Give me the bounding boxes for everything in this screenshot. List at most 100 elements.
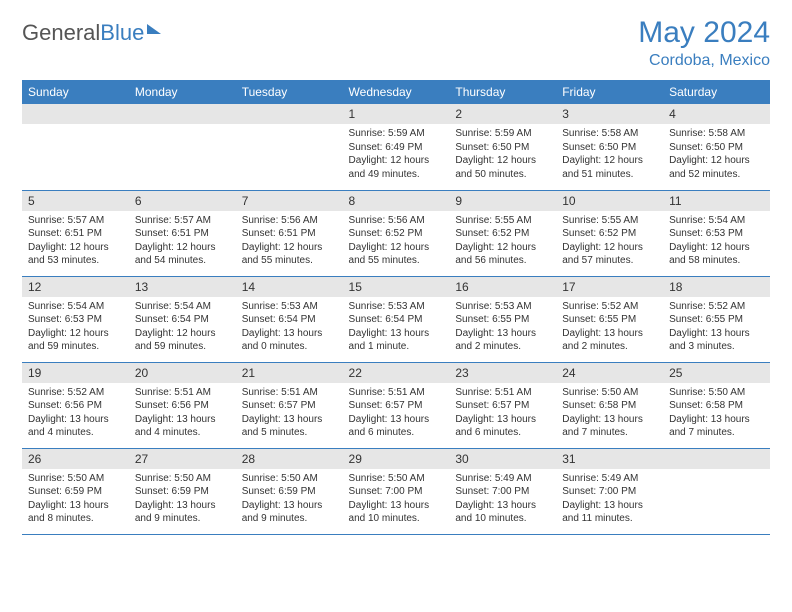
- day-number: 3: [556, 104, 663, 124]
- sunrise-line: Sunrise: 5:59 AM: [455, 127, 550, 141]
- calendar-day: 15Sunrise: 5:53 AMSunset: 6:54 PMDayligh…: [343, 276, 450, 362]
- daylight-line: Daylight: 12 hours and 59 minutes.: [28, 327, 123, 354]
- day-number: 8: [343, 191, 450, 211]
- day-details: Sunrise: 5:54 AMSunset: 6:54 PMDaylight:…: [129, 297, 236, 358]
- daylight-line: Daylight: 13 hours and 4 minutes.: [135, 413, 230, 440]
- day-details: Sunrise: 5:50 AMSunset: 6:58 PMDaylight:…: [663, 383, 770, 444]
- daylight-line: Daylight: 13 hours and 2 minutes.: [455, 327, 550, 354]
- sunrise-line: Sunrise: 5:57 AM: [28, 214, 123, 228]
- sunset-line: Sunset: 6:51 PM: [28, 227, 123, 241]
- empty-day: [663, 449, 770, 469]
- sunset-line: Sunset: 6:56 PM: [28, 399, 123, 413]
- sunrise-line: Sunrise: 5:55 AM: [455, 214, 550, 228]
- sunrise-line: Sunrise: 5:53 AM: [349, 300, 444, 314]
- day-details: Sunrise: 5:56 AMSunset: 6:52 PMDaylight:…: [343, 211, 450, 272]
- calendar-day: 27Sunrise: 5:50 AMSunset: 6:59 PMDayligh…: [129, 448, 236, 534]
- day-number: 31: [556, 449, 663, 469]
- daylight-line: Daylight: 13 hours and 10 minutes.: [455, 499, 550, 526]
- day-number: 6: [129, 191, 236, 211]
- day-details: Sunrise: 5:54 AMSunset: 6:53 PMDaylight:…: [663, 211, 770, 272]
- sunrise-line: Sunrise: 5:55 AM: [562, 214, 657, 228]
- day-details: Sunrise: 5:58 AMSunset: 6:50 PMDaylight:…: [556, 124, 663, 185]
- month-title: May 2024: [638, 16, 770, 50]
- calendar-day: 24Sunrise: 5:50 AMSunset: 6:58 PMDayligh…: [556, 362, 663, 448]
- day-number: 5: [22, 191, 129, 211]
- day-details: Sunrise: 5:52 AMSunset: 6:56 PMDaylight:…: [22, 383, 129, 444]
- daylight-line: Daylight: 12 hours and 50 minutes.: [455, 154, 550, 181]
- sunrise-line: Sunrise: 5:54 AM: [28, 300, 123, 314]
- day-header: Tuesday: [236, 80, 343, 104]
- sunrise-line: Sunrise: 5:57 AM: [135, 214, 230, 228]
- day-details: Sunrise: 5:56 AMSunset: 6:51 PMDaylight:…: [236, 211, 343, 272]
- daylight-line: Daylight: 13 hours and 9 minutes.: [135, 499, 230, 526]
- sunrise-line: Sunrise: 5:53 AM: [242, 300, 337, 314]
- calendar-day: 14Sunrise: 5:53 AMSunset: 6:54 PMDayligh…: [236, 276, 343, 362]
- daylight-line: Daylight: 13 hours and 1 minute.: [349, 327, 444, 354]
- calendar-day: 3Sunrise: 5:58 AMSunset: 6:50 PMDaylight…: [556, 104, 663, 190]
- sunrise-line: Sunrise: 5:49 AM: [562, 472, 657, 486]
- daylight-line: Daylight: 13 hours and 2 minutes.: [562, 327, 657, 354]
- calendar-day: 12Sunrise: 5:54 AMSunset: 6:53 PMDayligh…: [22, 276, 129, 362]
- logo-part2: Blue: [100, 20, 144, 45]
- header: GeneralBlue May 2024 Cordoba, Mexico: [22, 16, 770, 70]
- day-number: 7: [236, 191, 343, 211]
- sunset-line: Sunset: 6:57 PM: [349, 399, 444, 413]
- daylight-line: Daylight: 12 hours and 54 minutes.: [135, 241, 230, 268]
- day-header: Wednesday: [343, 80, 450, 104]
- day-details: Sunrise: 5:49 AMSunset: 7:00 PMDaylight:…: [449, 469, 556, 530]
- day-details: Sunrise: 5:52 AMSunset: 6:55 PMDaylight:…: [663, 297, 770, 358]
- calendar-day: 26Sunrise: 5:50 AMSunset: 6:59 PMDayligh…: [22, 448, 129, 534]
- day-number: 23: [449, 363, 556, 383]
- day-number: 9: [449, 191, 556, 211]
- sunset-line: Sunset: 7:00 PM: [562, 485, 657, 499]
- day-number: 16: [449, 277, 556, 297]
- daylight-line: Daylight: 13 hours and 4 minutes.: [28, 413, 123, 440]
- calendar-day: 8Sunrise: 5:56 AMSunset: 6:52 PMDaylight…: [343, 190, 450, 276]
- daylight-line: Daylight: 13 hours and 5 minutes.: [242, 413, 337, 440]
- sunset-line: Sunset: 6:58 PM: [669, 399, 764, 413]
- calendar-week: 1Sunrise: 5:59 AMSunset: 6:49 PMDaylight…: [22, 104, 770, 190]
- calendar-day: 25Sunrise: 5:50 AMSunset: 6:58 PMDayligh…: [663, 362, 770, 448]
- daylight-line: Daylight: 13 hours and 8 minutes.: [28, 499, 123, 526]
- daylight-line: Daylight: 12 hours and 49 minutes.: [349, 154, 444, 181]
- daylight-line: Daylight: 13 hours and 3 minutes.: [669, 327, 764, 354]
- calendar-day: 2Sunrise: 5:59 AMSunset: 6:50 PMDaylight…: [449, 104, 556, 190]
- day-number: 28: [236, 449, 343, 469]
- day-details: Sunrise: 5:59 AMSunset: 6:49 PMDaylight:…: [343, 124, 450, 185]
- sunset-line: Sunset: 6:54 PM: [242, 313, 337, 327]
- sunrise-line: Sunrise: 5:52 AM: [669, 300, 764, 314]
- sunset-line: Sunset: 6:53 PM: [28, 313, 123, 327]
- daylight-line: Daylight: 13 hours and 6 minutes.: [349, 413, 444, 440]
- calendar-day: 9Sunrise: 5:55 AMSunset: 6:52 PMDaylight…: [449, 190, 556, 276]
- calendar-day: 11Sunrise: 5:54 AMSunset: 6:53 PMDayligh…: [663, 190, 770, 276]
- sunset-line: Sunset: 6:54 PM: [135, 313, 230, 327]
- day-details: Sunrise: 5:53 AMSunset: 6:54 PMDaylight:…: [343, 297, 450, 358]
- sunrise-line: Sunrise: 5:50 AM: [562, 386, 657, 400]
- day-details: Sunrise: 5:50 AMSunset: 6:58 PMDaylight:…: [556, 383, 663, 444]
- calendar-week: 19Sunrise: 5:52 AMSunset: 6:56 PMDayligh…: [22, 362, 770, 448]
- day-details: Sunrise: 5:53 AMSunset: 6:55 PMDaylight:…: [449, 297, 556, 358]
- sunrise-line: Sunrise: 5:56 AM: [242, 214, 337, 228]
- sunrise-line: Sunrise: 5:50 AM: [135, 472, 230, 486]
- day-number: 30: [449, 449, 556, 469]
- calendar-day: 31Sunrise: 5:49 AMSunset: 7:00 PMDayligh…: [556, 448, 663, 534]
- calendar-day: [129, 104, 236, 190]
- daylight-line: Daylight: 12 hours and 55 minutes.: [349, 241, 444, 268]
- calendar-day: 30Sunrise: 5:49 AMSunset: 7:00 PMDayligh…: [449, 448, 556, 534]
- calendar-day: 13Sunrise: 5:54 AMSunset: 6:54 PMDayligh…: [129, 276, 236, 362]
- day-number: 26: [22, 449, 129, 469]
- day-details: Sunrise: 5:50 AMSunset: 6:59 PMDaylight:…: [129, 469, 236, 530]
- sunrise-line: Sunrise: 5:50 AM: [349, 472, 444, 486]
- day-number: 14: [236, 277, 343, 297]
- sunrise-line: Sunrise: 5:54 AM: [135, 300, 230, 314]
- daylight-line: Daylight: 12 hours and 56 minutes.: [455, 241, 550, 268]
- day-number: 15: [343, 277, 450, 297]
- day-number: 19: [22, 363, 129, 383]
- sunset-line: Sunset: 6:50 PM: [562, 141, 657, 155]
- day-number: 24: [556, 363, 663, 383]
- sunrise-line: Sunrise: 5:50 AM: [669, 386, 764, 400]
- calendar-header: SundayMondayTuesdayWednesdayThursdayFrid…: [22, 80, 770, 104]
- sunset-line: Sunset: 6:57 PM: [455, 399, 550, 413]
- title-block: May 2024 Cordoba, Mexico: [638, 16, 770, 70]
- day-number: 20: [129, 363, 236, 383]
